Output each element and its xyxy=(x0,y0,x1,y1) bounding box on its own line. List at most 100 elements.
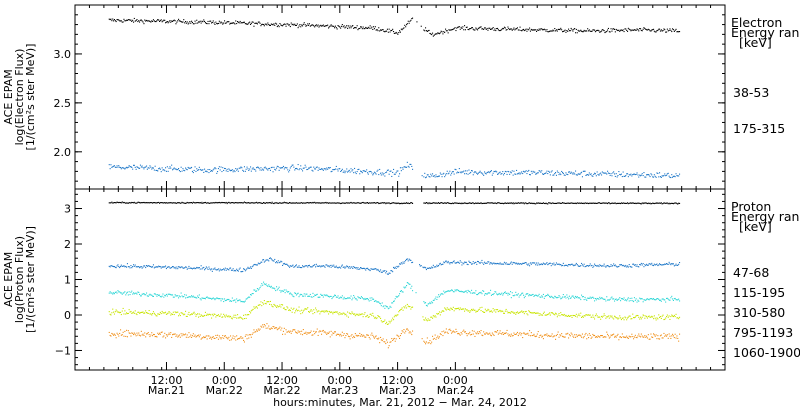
data-point xyxy=(408,306,410,308)
data-point xyxy=(216,172,218,174)
data-point xyxy=(329,167,331,169)
series-47-68 xyxy=(108,201,681,205)
data-point xyxy=(199,315,201,317)
data-point xyxy=(165,268,167,270)
data-point xyxy=(236,202,238,204)
data-point xyxy=(479,292,481,294)
data-point xyxy=(571,172,573,174)
data-point xyxy=(623,202,625,204)
data-point xyxy=(591,30,593,32)
data-point xyxy=(181,21,183,23)
data-point xyxy=(205,314,207,316)
data-point xyxy=(300,202,302,204)
data-point xyxy=(136,202,138,204)
data-point xyxy=(403,202,405,204)
data-point xyxy=(237,21,239,23)
data-point xyxy=(511,311,513,313)
data-point xyxy=(547,203,549,205)
data-point xyxy=(178,266,180,268)
data-point xyxy=(291,24,293,26)
data-point xyxy=(176,202,178,204)
data-point xyxy=(126,336,128,338)
data-point xyxy=(485,332,487,334)
data-point xyxy=(144,294,146,296)
data-point xyxy=(462,291,464,293)
data-point xyxy=(408,283,410,285)
data-point xyxy=(230,269,232,271)
data-point xyxy=(546,203,548,205)
data-point xyxy=(338,168,340,170)
data-point xyxy=(638,266,640,268)
data-point xyxy=(561,202,563,204)
data-point xyxy=(108,164,110,166)
data-point xyxy=(166,202,168,204)
data-point xyxy=(119,201,121,203)
data-point xyxy=(588,265,590,267)
data-point xyxy=(256,264,258,266)
data-point xyxy=(203,171,205,173)
data-point xyxy=(163,19,165,21)
data-point xyxy=(289,24,291,26)
data-point xyxy=(455,328,457,330)
data-point xyxy=(152,333,154,335)
data-point xyxy=(268,325,270,327)
data-point xyxy=(604,202,606,204)
data-point xyxy=(486,202,488,204)
data-point xyxy=(214,313,216,315)
data-point xyxy=(118,19,120,21)
data-point xyxy=(425,341,427,343)
data-point xyxy=(625,337,627,339)
data-point xyxy=(504,263,506,265)
data-point xyxy=(549,171,551,173)
data-point xyxy=(347,25,349,27)
data-point xyxy=(233,338,235,340)
data-point xyxy=(562,314,564,316)
data-point xyxy=(177,20,179,22)
data-point xyxy=(140,330,142,332)
data-point xyxy=(448,172,450,174)
data-point xyxy=(205,335,207,337)
data-point xyxy=(191,336,193,338)
data-point xyxy=(614,28,616,30)
data-point xyxy=(321,168,323,170)
data-point xyxy=(171,164,173,166)
data-point xyxy=(206,202,208,204)
data-point xyxy=(427,318,429,320)
data-point xyxy=(208,335,210,337)
data-point xyxy=(385,203,387,205)
data-point xyxy=(319,313,321,315)
data-point xyxy=(467,202,469,204)
data-point xyxy=(497,330,499,332)
data-point xyxy=(617,30,619,32)
data-point xyxy=(590,30,592,32)
data-point xyxy=(359,202,361,204)
data-point xyxy=(557,202,559,204)
data-point xyxy=(167,312,169,314)
data-point xyxy=(230,169,232,171)
data-point xyxy=(274,24,276,26)
data-point xyxy=(469,311,471,313)
data-point xyxy=(370,299,372,301)
data-point xyxy=(212,315,214,317)
data-point xyxy=(335,202,337,204)
data-point xyxy=(204,268,206,270)
data-point xyxy=(463,29,465,31)
data-point xyxy=(301,267,303,269)
data-point xyxy=(456,331,458,333)
data-point xyxy=(621,30,623,32)
data-point xyxy=(156,266,158,268)
data-point xyxy=(406,161,408,163)
data-point xyxy=(431,34,433,36)
data-point xyxy=(599,31,601,33)
y-tick-label: 1 xyxy=(64,274,71,287)
data-point xyxy=(596,29,598,31)
data-point xyxy=(551,312,553,314)
data-point xyxy=(347,27,349,29)
data-point xyxy=(578,173,580,175)
data-point xyxy=(460,290,462,292)
data-point xyxy=(436,264,438,266)
data-point xyxy=(389,170,391,172)
data-point xyxy=(393,316,395,318)
data-point xyxy=(214,337,216,339)
data-point xyxy=(127,330,129,332)
